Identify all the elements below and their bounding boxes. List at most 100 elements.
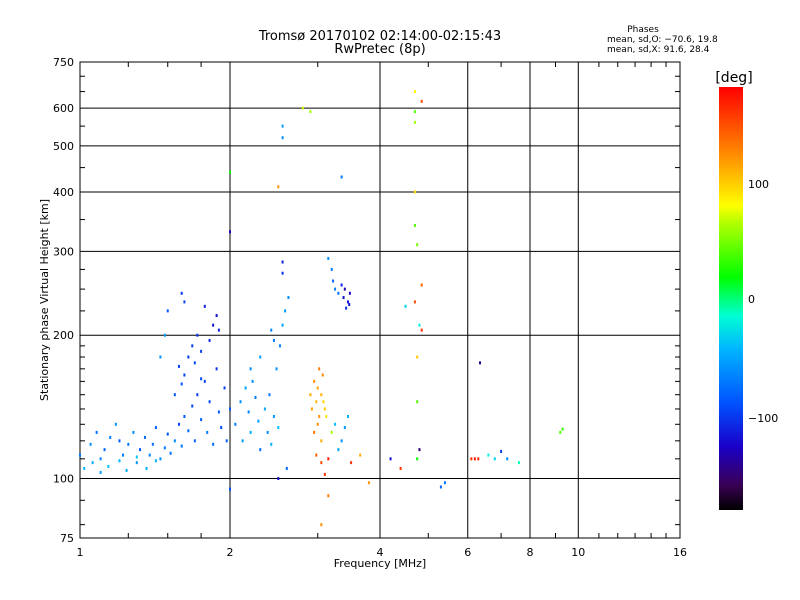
data-point: [320, 523, 323, 527]
data-point: [249, 367, 252, 371]
data-point: [340, 175, 343, 179]
data-point: [500, 449, 503, 453]
data-point: [200, 349, 203, 353]
data-point: [196, 333, 199, 337]
data-point: [173, 439, 176, 443]
data-point: [239, 400, 242, 404]
data-point: [208, 338, 211, 342]
data-point: [180, 291, 183, 295]
data-point: [220, 425, 223, 429]
data-point: [208, 400, 211, 404]
data-point: [91, 461, 94, 465]
data-point: [263, 407, 266, 411]
data-point: [277, 185, 280, 189]
y-axis-ticks: 75 100 200 300 400 500 600 750: [53, 56, 680, 545]
data-point: [389, 457, 392, 461]
data-point: [559, 430, 562, 434]
data-point: [173, 393, 176, 397]
data-point: [420, 283, 423, 287]
data-point: [334, 422, 337, 426]
x-axis-ticks: 1 2 4 6 8 10 16: [77, 62, 687, 559]
data-point: [277, 425, 280, 429]
data-point: [337, 448, 340, 452]
data-points: [79, 90, 564, 527]
data-point: [346, 300, 349, 304]
data-point: [439, 485, 442, 489]
data-point: [151, 442, 154, 446]
data-point: [215, 314, 218, 318]
data-point: [200, 418, 203, 422]
data-point: [418, 323, 421, 327]
y-tick-label: 500: [53, 140, 74, 153]
data-point: [416, 457, 419, 461]
y-tick-label: 200: [53, 329, 74, 342]
data-point: [493, 457, 496, 461]
data-point: [322, 400, 325, 404]
data-point: [89, 442, 92, 446]
data-point: [487, 453, 490, 457]
phases-x-mode: mean, sd,X: 91.6, 28.4: [607, 45, 710, 55]
data-point: [418, 448, 421, 452]
data-point: [166, 432, 169, 436]
phases-o-mode: mean, sd,O: −70.6, 19.8: [607, 35, 718, 45]
data-point: [200, 377, 203, 381]
data-point: [272, 414, 275, 418]
data-point: [163, 446, 166, 450]
data-point: [135, 455, 138, 459]
data-point: [443, 481, 446, 485]
chart-subtitle: RwPretec (8p): [334, 42, 425, 57]
data-point: [169, 451, 172, 455]
y-tick-label: 750: [53, 56, 74, 69]
data-point: [114, 422, 117, 426]
data-point: [268, 393, 271, 397]
data-point: [281, 260, 284, 264]
x-tick-label: 6: [464, 546, 471, 559]
data-point: [83, 466, 86, 470]
data-point: [223, 386, 226, 390]
data-point: [281, 124, 284, 128]
phase-colorbar: [719, 87, 743, 510]
x-tick-label: 1: [77, 546, 84, 559]
data-point: [470, 457, 473, 461]
data-point: [350, 461, 353, 465]
data-point: [327, 494, 330, 498]
data-point: [413, 110, 416, 114]
data-point: [479, 361, 482, 365]
data-point: [315, 453, 318, 457]
y-tick-label: 75: [60, 532, 74, 545]
data-point: [330, 267, 333, 271]
data-point: [413, 120, 416, 124]
colorbar-tick-100: 100: [748, 178, 769, 191]
data-point: [309, 110, 312, 114]
data-point: [251, 379, 254, 383]
chart-title: Tromsø 20170102 02:14:00-02:15:43: [258, 29, 501, 44]
x-axis-label: Frequency [MHz]: [334, 557, 426, 570]
data-point: [281, 271, 284, 275]
data-point: [132, 430, 135, 434]
data-point: [229, 407, 231, 411]
data-point: [281, 323, 284, 327]
data-point: [561, 427, 564, 431]
data-point: [225, 439, 228, 443]
data-point: [95, 430, 98, 434]
data-point: [334, 287, 337, 291]
data-point: [281, 136, 284, 140]
data-point: [477, 457, 480, 461]
data-point: [342, 296, 345, 300]
x-tick-label: 8: [527, 546, 534, 559]
data-point: [359, 453, 362, 457]
data-point: [277, 477, 280, 481]
data-point: [217, 328, 220, 332]
data-point: [229, 230, 231, 234]
data-point: [148, 453, 151, 457]
data-point: [203, 304, 206, 308]
data-point: [416, 243, 419, 247]
data-point: [234, 422, 237, 426]
data-point: [180, 444, 183, 448]
data-point: [316, 422, 319, 426]
data-point: [257, 419, 260, 423]
data-point: [287, 296, 290, 300]
data-point: [159, 457, 162, 461]
data-point: [229, 487, 231, 491]
data-point: [330, 430, 333, 434]
